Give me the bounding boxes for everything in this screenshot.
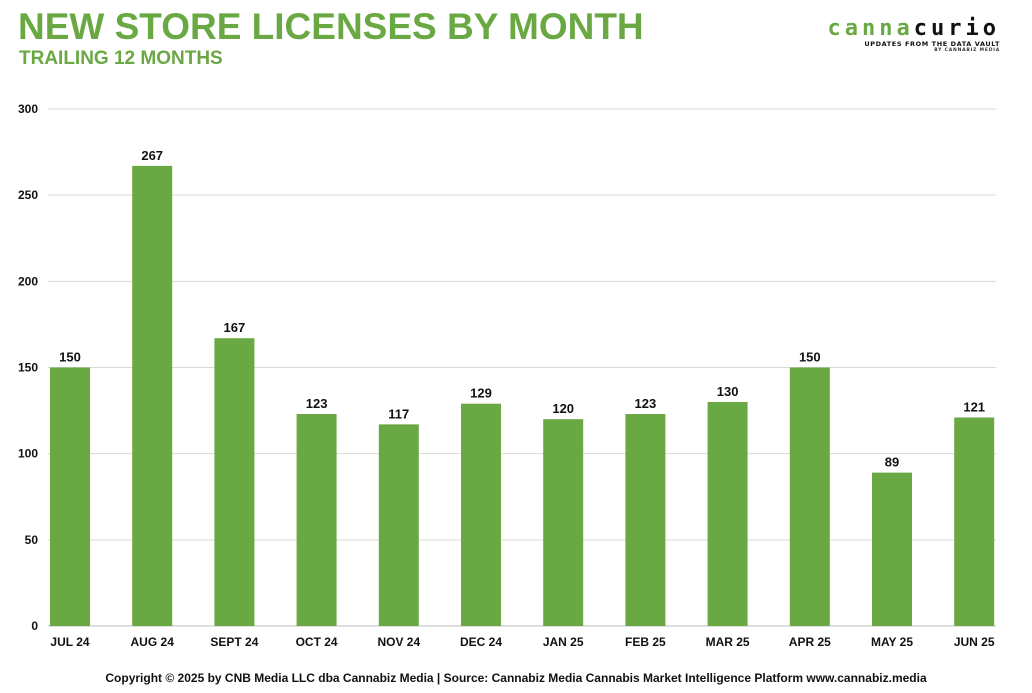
x-tick-label: APR 25 xyxy=(789,635,831,649)
logo-byline: BY CANNABIZ MEDIA xyxy=(934,48,1000,53)
x-tick-label: AUG 24 xyxy=(131,635,175,649)
bar-jan-25 xyxy=(543,419,584,626)
data-label: 150 xyxy=(59,350,81,365)
bar-may-25 xyxy=(872,472,912,626)
logo-tagline: UPDATES FROM THE DATA VAULT xyxy=(864,40,1000,48)
bar-jul-24 xyxy=(50,367,90,626)
y-tick-label: 250 xyxy=(18,188,38,202)
data-label: 167 xyxy=(224,320,246,335)
data-label: 267 xyxy=(141,148,163,163)
bar-apr-25 xyxy=(789,367,830,626)
x-tick-label: SEPT 24 xyxy=(210,635,258,649)
chart-subtitle: TRAILING 12 MONTHS xyxy=(19,48,223,69)
bar-nov-24 xyxy=(378,424,419,626)
data-label: 120 xyxy=(552,401,574,416)
logo-word-part2: curio xyxy=(913,16,1000,41)
bar-feb-25 xyxy=(625,414,666,626)
y-tick-label: 150 xyxy=(18,361,38,375)
bars xyxy=(50,165,995,626)
bar-sept-24 xyxy=(214,338,255,626)
x-axis: JUL 24 AUG 24 SEPT 24 OCT 24 NOV 24 DEC 24 JAN… xyxy=(50,635,994,649)
copyright-footer: Copyright © 2025 by CNB Media LLC dba Ca… xyxy=(105,671,927,685)
x-tick-label: OCT 24 xyxy=(296,635,338,649)
y-tick-label: 50 xyxy=(25,533,39,547)
data-labels: 150 267 167 123 117 129 120 123 130 150 89 121 xyxy=(59,148,985,470)
bar-oct-24 xyxy=(296,414,337,626)
chart-title: NEW STORE LICENSES BY MONTH xyxy=(18,6,644,47)
data-label: 121 xyxy=(963,399,985,414)
bar-mar-25 xyxy=(707,401,748,626)
y-tick-label: 300 xyxy=(18,102,38,116)
data-label: 123 xyxy=(635,396,657,411)
y-tick-label: 0 xyxy=(31,619,38,633)
logo-word-part1: canna xyxy=(827,16,914,41)
data-label: 129 xyxy=(470,386,492,401)
bar-aug-24 xyxy=(132,165,173,626)
x-tick-label: NOV 24 xyxy=(377,635,420,649)
data-label: 123 xyxy=(306,396,328,411)
x-tick-label: DEC 24 xyxy=(460,635,502,649)
bar-dec-24 xyxy=(461,403,501,626)
x-tick-label: JAN 25 xyxy=(543,635,584,649)
data-label: 117 xyxy=(388,406,409,421)
x-tick-label: JUN 25 xyxy=(954,635,995,649)
cannacurio-logo: cannacurio UPDATES FROM THE DATA VAULT B… xyxy=(822,18,1000,54)
y-tick-label: 100 xyxy=(18,447,38,461)
y-tick-label: 200 xyxy=(18,274,38,288)
data-label: 89 xyxy=(885,455,899,470)
x-tick-label: MAR 25 xyxy=(706,635,750,649)
x-tick-label: FEB 25 xyxy=(625,635,666,649)
gridlines xyxy=(48,108,996,627)
data-label: 130 xyxy=(717,384,739,399)
x-tick-label: MAY 25 xyxy=(871,635,913,649)
y-axis: 0 50 100 150 200 250 300 xyxy=(18,102,38,633)
logo-wordmark: cannacurio xyxy=(822,18,1000,40)
x-tick-label: JUL 24 xyxy=(50,635,89,649)
bar-jun-25 xyxy=(954,417,995,626)
data-label: 150 xyxy=(799,350,821,365)
